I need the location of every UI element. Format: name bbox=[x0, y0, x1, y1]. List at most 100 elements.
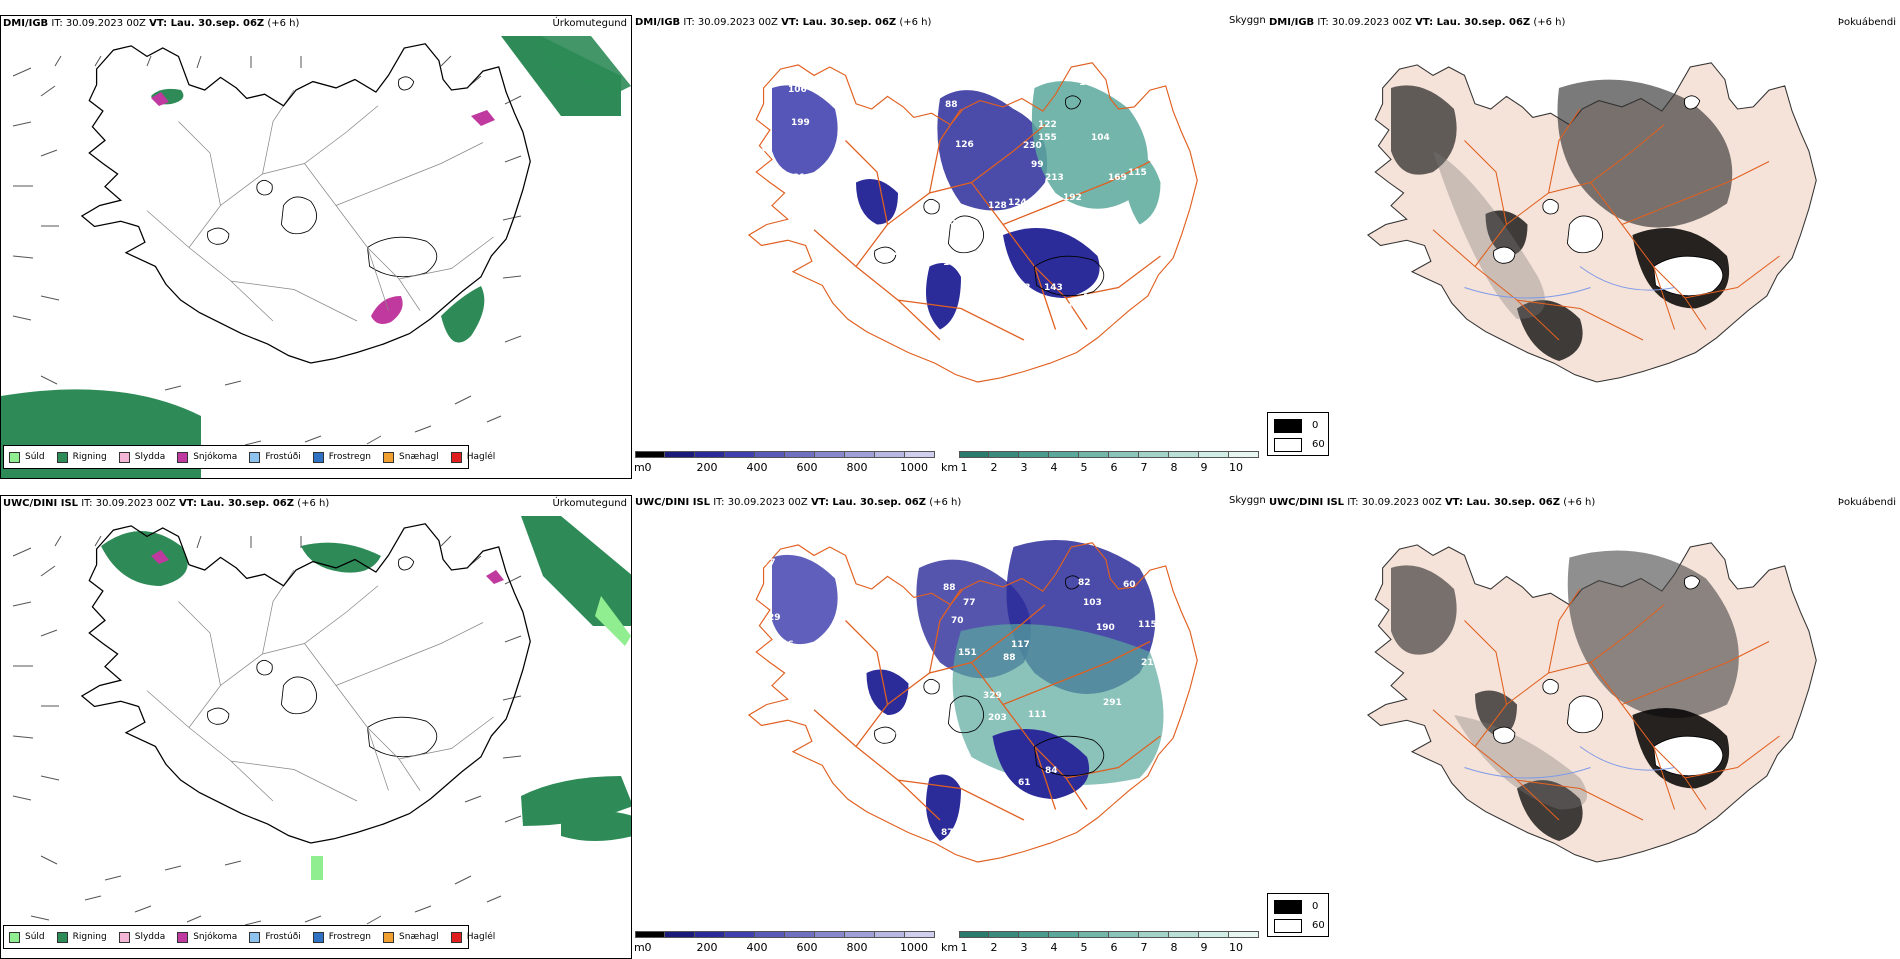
colorbar-segment bbox=[1079, 931, 1109, 938]
legend-swatch bbox=[312, 451, 324, 463]
cloud-base-label: 115 bbox=[1138, 620, 1157, 630]
cloud-base-label: 329 bbox=[983, 691, 1002, 701]
cbar-tick: 6 bbox=[1110, 941, 1118, 954]
cloud-base-label: 88 bbox=[943, 583, 956, 593]
cbar-tick: 10 bbox=[1229, 461, 1243, 474]
fog-legend-label: 60 bbox=[1312, 439, 1325, 450]
cloud-base-label: 93 bbox=[1018, 283, 1031, 293]
panel-title: Þokuábendi bbox=[1837, 497, 1896, 508]
cbar-tick: 800 bbox=[846, 461, 868, 474]
cloud-base-label: 60 bbox=[1123, 580, 1136, 590]
fog-swatch-60 bbox=[1274, 919, 1302, 933]
cbar-tick: 1 bbox=[960, 461, 968, 474]
cloud-base-label: 84 bbox=[1045, 766, 1058, 776]
precip-rain-area bbox=[501, 36, 621, 116]
fog-legend-label: 60 bbox=[1312, 920, 1325, 931]
colorbar-segment bbox=[845, 931, 875, 938]
panel-header: UWC/DINI ISL IT: 30.09.2023 00Z VT: Lau.… bbox=[635, 497, 962, 508]
cloud-base-label: 82 bbox=[1078, 578, 1091, 588]
legend-swatch bbox=[177, 451, 189, 463]
cloud-base-label: 169 bbox=[1108, 173, 1127, 183]
colorbar-segment bbox=[815, 451, 845, 458]
cloud-panel-bottom: 77 92 29 106 88 77 70 151 117 88 82 103 … bbox=[633, 495, 1265, 959]
colorbar-segment bbox=[989, 931, 1019, 938]
visibility-unit: km bbox=[941, 461, 959, 474]
cloud-base-labels: 77 92 29 106 88 77 70 151 117 88 82 103 … bbox=[738, 558, 1160, 876]
river-lines bbox=[1464, 746, 1675, 779]
cloud-base-label: 117 bbox=[1011, 640, 1030, 650]
cloud-base-unit: m bbox=[634, 461, 645, 474]
colorbar-segment bbox=[1109, 451, 1139, 458]
cloud-base-label: 155 bbox=[1038, 133, 1057, 143]
colorbar-segment bbox=[1109, 931, 1139, 938]
cbar-tick: 6 bbox=[1110, 461, 1118, 474]
cloud-base-label: 151 bbox=[958, 648, 977, 658]
colorbar-segment bbox=[785, 451, 815, 458]
legend-swatch bbox=[312, 931, 324, 943]
visibility-colorbar bbox=[959, 451, 1259, 458]
panel-header: DMI/IGB IT: 30.09.2023 00Z VT: Lau. 30.s… bbox=[1269, 17, 1566, 28]
colorbar-segment bbox=[1199, 451, 1229, 458]
cloud-base-unit: m bbox=[634, 941, 645, 954]
cloud-base-label: 67 bbox=[895, 728, 908, 738]
cloud-base-label: 111 bbox=[1028, 710, 1047, 720]
cloud-base-label: 199 bbox=[791, 118, 810, 128]
cloud-base-label: 49 bbox=[938, 866, 951, 876]
fog-legend-bottom: 0 60 bbox=[1267, 893, 1329, 937]
cloud-base-labels: 106 107 58 199 21 88 126 170 122 155 230… bbox=[733, 78, 1147, 395]
fog-legend-top: 0 60 bbox=[1267, 412, 1329, 456]
colorbar-segment bbox=[635, 931, 665, 938]
legend-swatch bbox=[177, 931, 189, 943]
legend-item: Frostúði bbox=[249, 451, 301, 463]
cloud-base-label: 116 bbox=[1061, 303, 1080, 313]
cbar-tick: 9 bbox=[1200, 941, 1208, 954]
cbar-tick: 1 bbox=[960, 941, 968, 954]
cloud-base-label: 126 bbox=[955, 140, 974, 150]
cloud-base-label: 106 bbox=[788, 85, 807, 95]
precip-panel-bottom: UWC/DINI ISL IT: 30.09.2023 00Z VT: Lau.… bbox=[0, 495, 632, 959]
cloud-base-label: 230 bbox=[1023, 141, 1042, 151]
legend-item: Snjókoma bbox=[177, 451, 237, 463]
legend-item: Súld bbox=[9, 451, 45, 463]
colorbar-segment bbox=[815, 931, 845, 938]
cloud-base-label: 99 bbox=[1031, 160, 1044, 170]
cloud-base-label: 291 bbox=[1103, 698, 1122, 708]
colorbar-segment bbox=[1229, 931, 1259, 938]
cbar-tick: 600 bbox=[796, 461, 818, 474]
colorbar-segment bbox=[1169, 451, 1199, 458]
fog-legend-label: 0 bbox=[1312, 901, 1319, 912]
colorbar-segment bbox=[1169, 931, 1199, 938]
fog-swatch-0 bbox=[1274, 419, 1302, 433]
cloud-base-label: 104 bbox=[1091, 133, 1110, 143]
fog-swatch-0 bbox=[1274, 900, 1302, 914]
wind-barbs-top bbox=[12, 55, 522, 446]
cloud-base-label: 107 bbox=[733, 133, 752, 143]
fog-panel-bottom: UWC/DINI ISL IT: 30.09.2023 00Z VT: Lau.… bbox=[1267, 495, 1900, 959]
precip-map-bottom bbox=[12, 516, 631, 926]
cloud-base-label: 58 bbox=[753, 148, 766, 158]
cbar-tick: 7 bbox=[1140, 461, 1148, 474]
river-lines bbox=[1464, 266, 1675, 299]
cloud-base-label: 88 bbox=[945, 100, 958, 110]
panel-title: Skyggni bbox=[1229, 495, 1265, 506]
colorbar-segment bbox=[989, 451, 1019, 458]
cloud-base-label: 115 bbox=[1128, 168, 1147, 178]
cbar-tick: 7 bbox=[1140, 941, 1148, 954]
legend-item: Slydda bbox=[118, 451, 165, 463]
cloud-base-label: 77 bbox=[763, 558, 776, 568]
cloud-panel-top: 106 107 58 199 21 88 126 170 122 155 230… bbox=[633, 15, 1265, 479]
fog-legend-label: 0 bbox=[1312, 420, 1319, 431]
colorbar-segment bbox=[1199, 931, 1229, 938]
colorbar-segment bbox=[635, 451, 665, 458]
cbar-tick: 400 bbox=[746, 461, 768, 474]
legend-item: Rigning bbox=[56, 451, 107, 463]
cloud-map-bottom: 77 92 29 106 88 77 70 151 117 88 82 103 … bbox=[738, 540, 1198, 876]
cbar-tick: 8 bbox=[1170, 941, 1178, 954]
cbar-tick: 9 bbox=[1200, 461, 1208, 474]
cbar-tick: 2 bbox=[990, 941, 998, 954]
fog-map-top bbox=[1367, 62, 1817, 383]
panel-title: Úrkomutegund bbox=[552, 18, 627, 29]
cloud-base-label: 61 bbox=[1018, 778, 1031, 788]
cbar-tick: 4 bbox=[1050, 461, 1058, 474]
precip-legend: Súld Rigning Slydda Snjókoma Frostúði Fr… bbox=[3, 925, 495, 949]
